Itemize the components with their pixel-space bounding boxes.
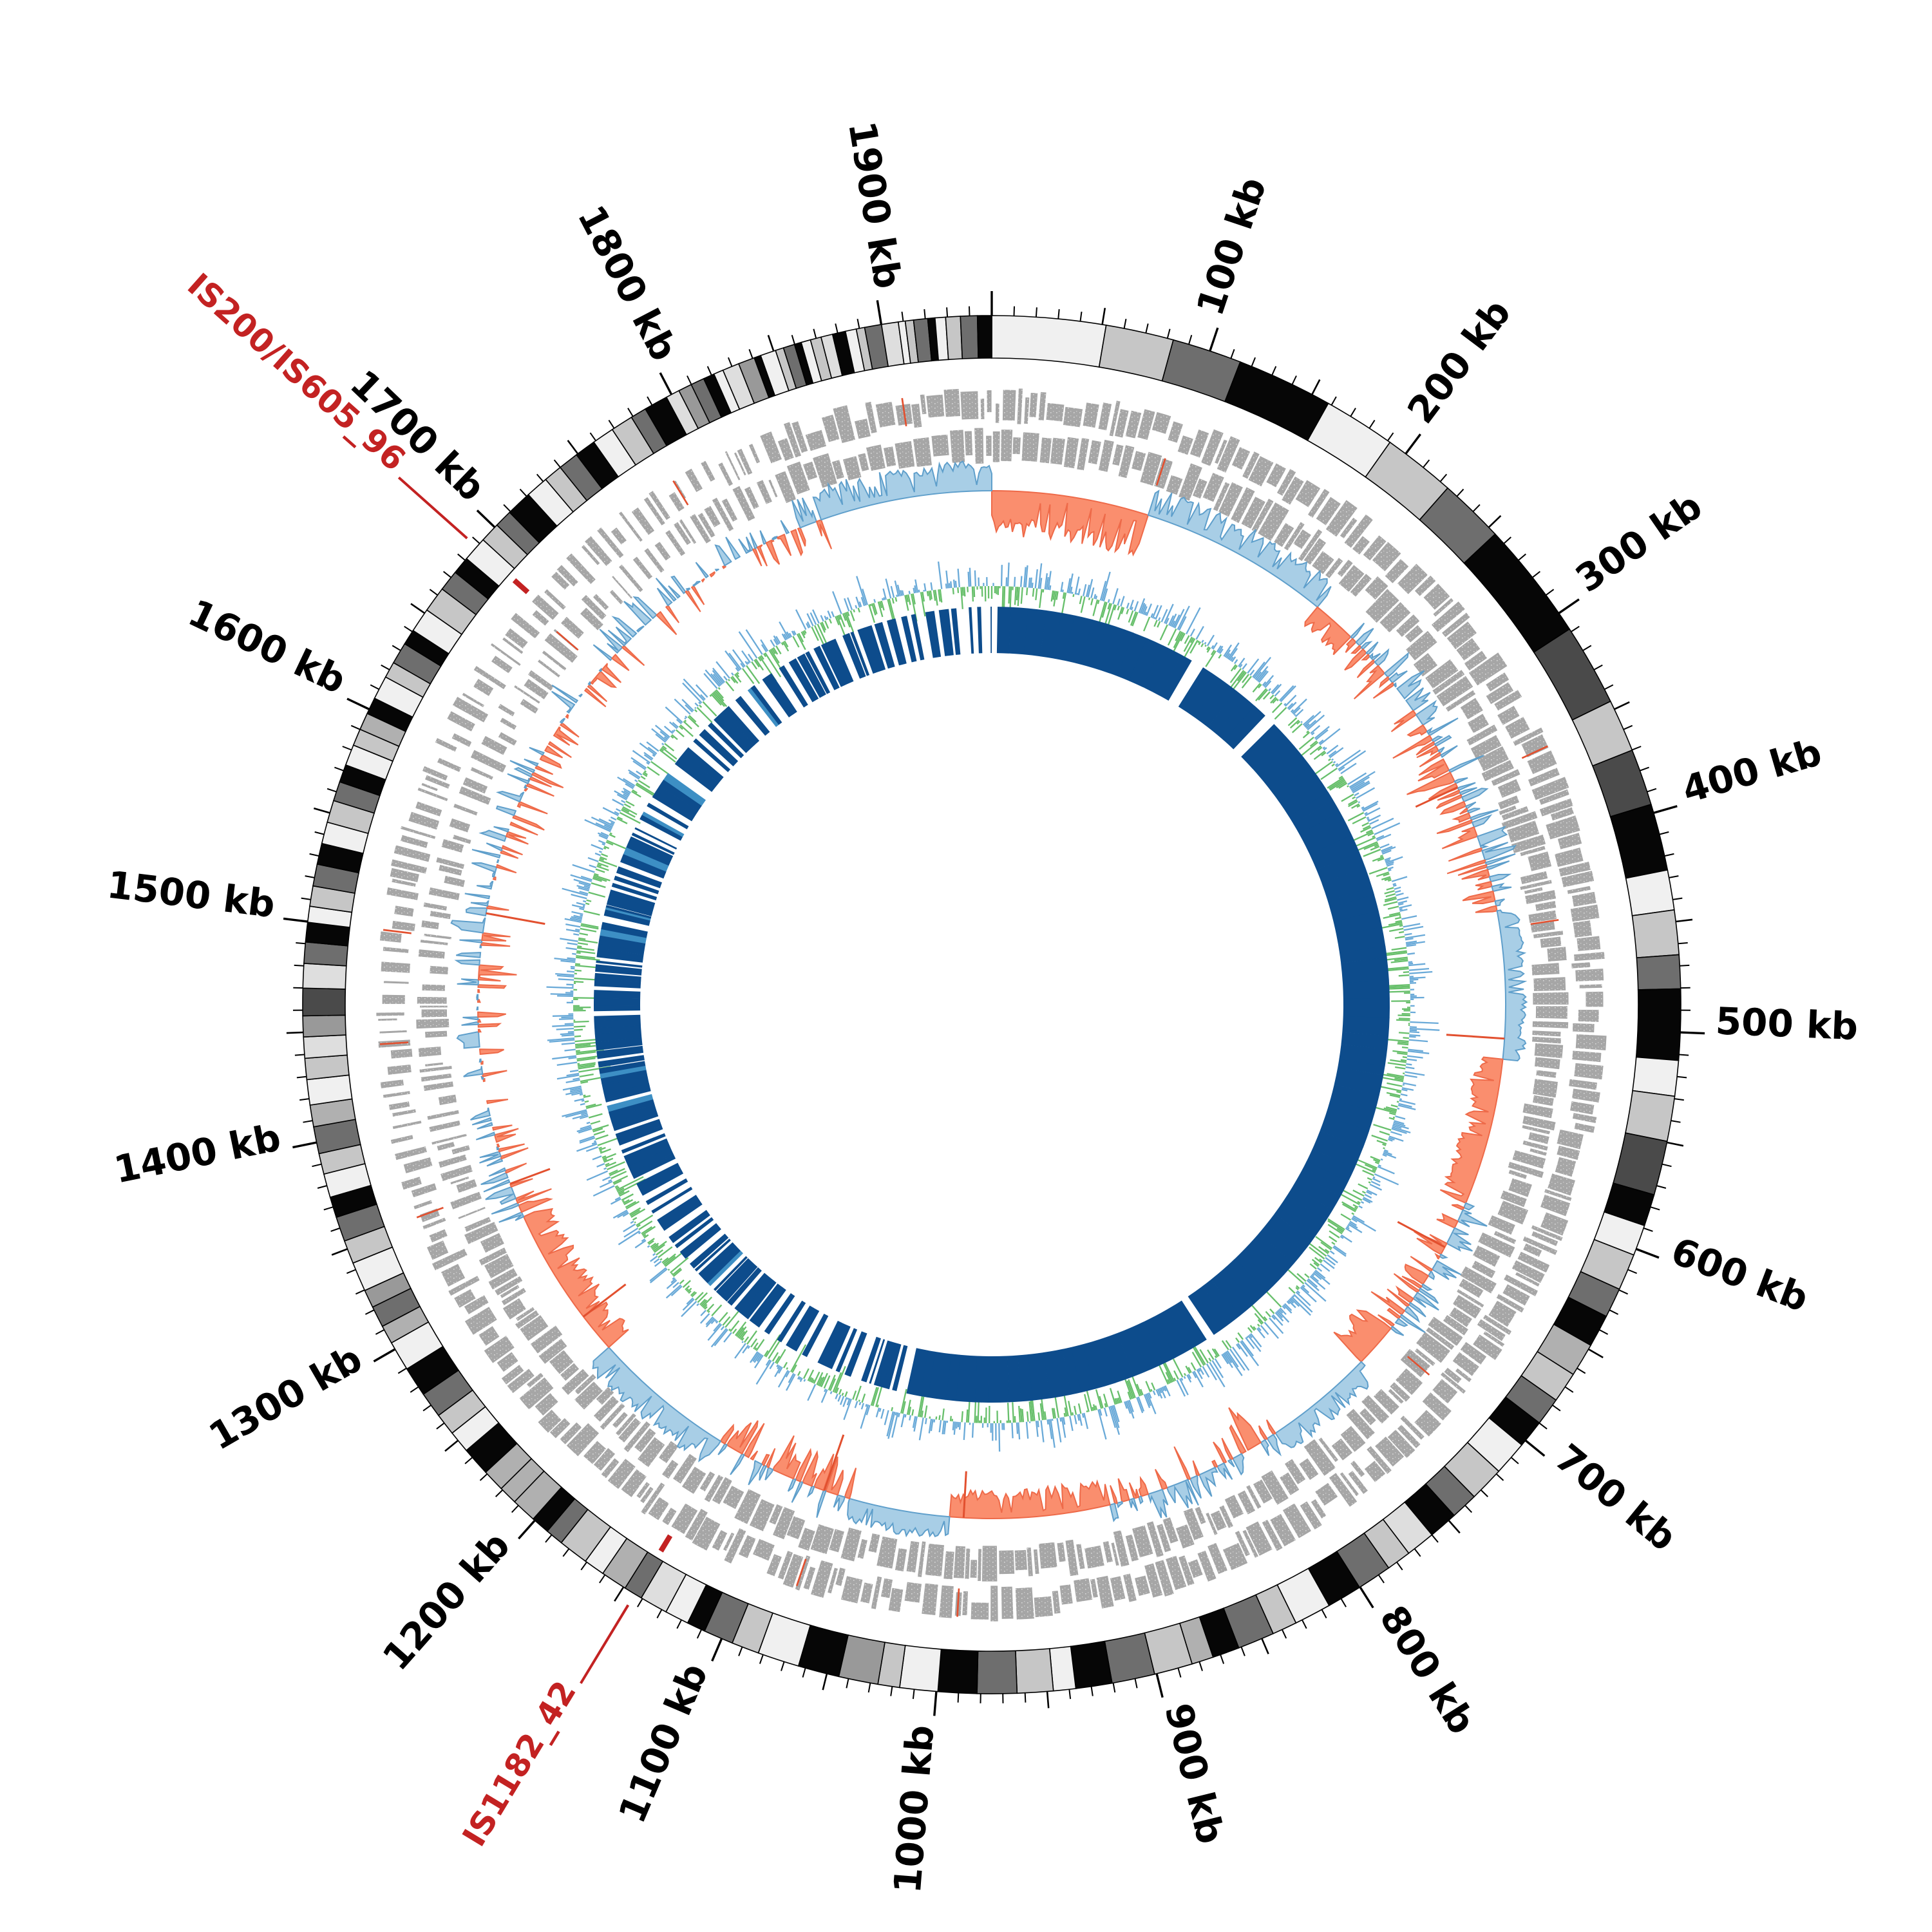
gene-red-features bbox=[379, 398, 1559, 1617]
is-marker-dash bbox=[658, 1534, 673, 1553]
tick-label: 900 kb bbox=[1156, 1699, 1233, 1848]
axis-ticks bbox=[283, 291, 1705, 1716]
tick-label: 1900 kb bbox=[840, 118, 910, 292]
tick-label: 1300 kb bbox=[202, 1336, 370, 1459]
tick-label: 1600 kb bbox=[182, 591, 353, 703]
tick-label: 300 kb bbox=[1567, 484, 1710, 601]
tick-label: 1100 kb bbox=[610, 1657, 716, 1829]
gene-track-outer bbox=[375, 388, 1607, 1622]
tick-label: 800 kb bbox=[1371, 1598, 1484, 1741]
tick-label: 1400 kb bbox=[110, 1115, 284, 1192]
tick-label: 1000 kb bbox=[886, 1723, 943, 1895]
gene-track-inner bbox=[415, 427, 1569, 1582]
is-marker-dash bbox=[512, 578, 530, 594]
line-track bbox=[546, 561, 1440, 1452]
tick-label: 1200 kb bbox=[374, 1524, 518, 1679]
tick-label: 400 kb bbox=[1678, 730, 1827, 812]
contig-ring-track bbox=[302, 315, 1681, 1694]
inner-ring-track bbox=[593, 606, 1390, 1403]
tick-label: 600 kb bbox=[1665, 1229, 1814, 1320]
annotation-leader-line bbox=[580, 1604, 630, 1684]
annotation-leader-line bbox=[397, 477, 468, 540]
tick-label: 700 kb bbox=[1547, 1435, 1685, 1560]
tick-label: 1800 kb bbox=[569, 198, 687, 368]
skew-track bbox=[450, 460, 1528, 1538]
annotation-label: IS1182_42 bbox=[455, 1674, 583, 1853]
tick-label: 200 kb bbox=[1399, 291, 1519, 431]
tick-label: 100 kb bbox=[1188, 172, 1275, 321]
tick-label: 500 kb bbox=[1715, 999, 1859, 1048]
tick-label: 1500 kb bbox=[105, 862, 278, 926]
